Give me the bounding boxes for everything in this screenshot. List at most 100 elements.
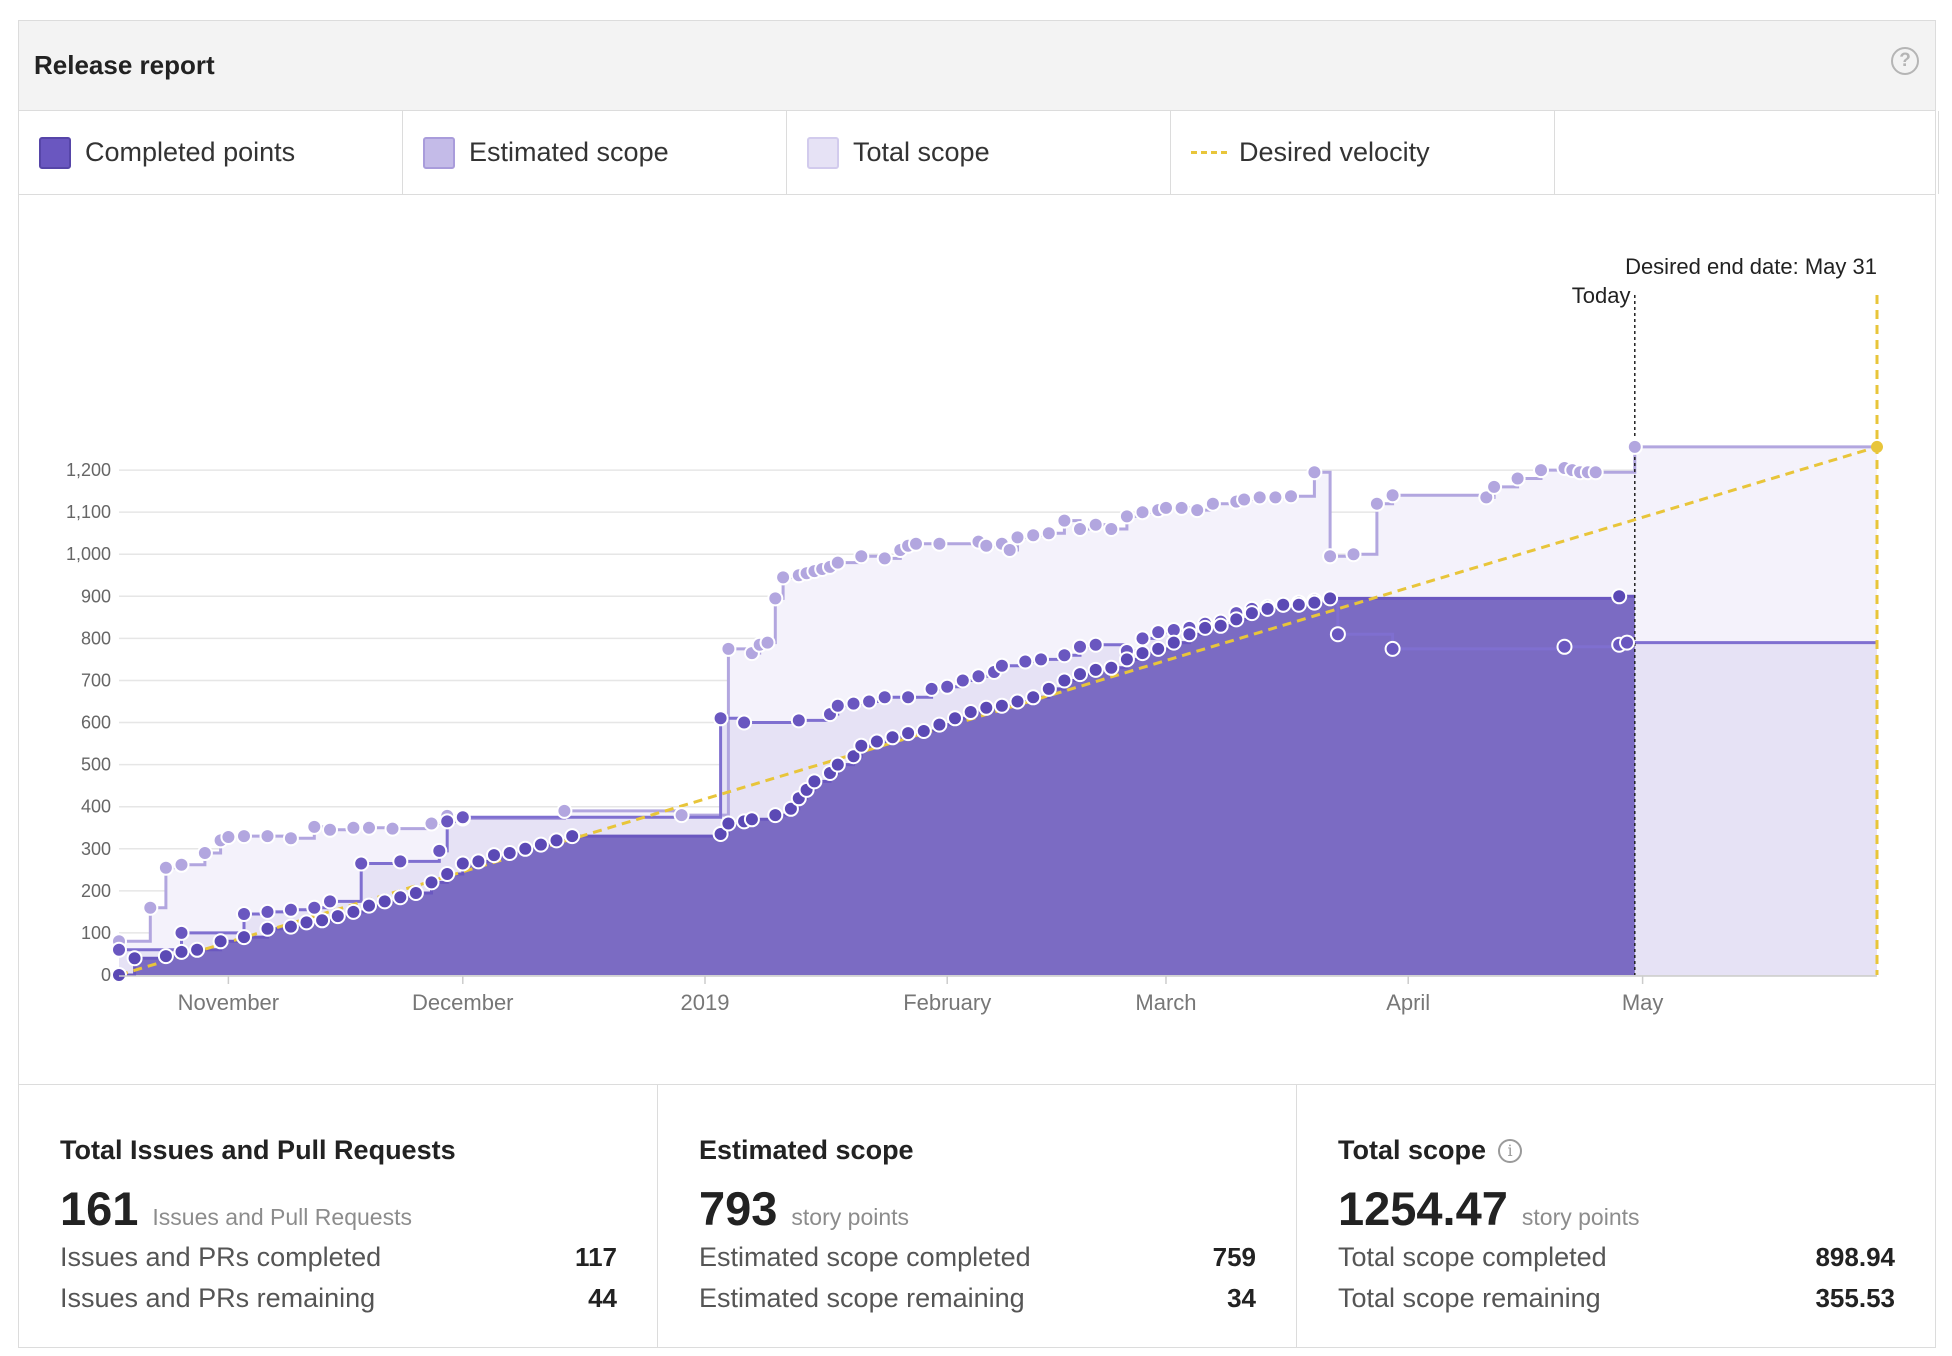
completed-points-point [1290,596,1307,613]
completed-points-point [298,914,315,931]
estimated-scope-swatch [423,136,455,169]
stat-row-value: 34 [1227,1283,1256,1313]
completed-points-point [376,893,393,910]
desired-velocity-endpoint [1871,440,1883,453]
report-title: Release report [34,50,215,80]
estimated-scope-point [845,695,862,712]
completed-points-point [978,699,995,716]
legend-empty-cell [1555,111,1939,194]
total-scope-point [1587,464,1604,481]
estimated-scope-point [259,903,276,920]
total-scope-point [1087,516,1104,533]
completed-points-point [361,897,377,914]
legend-desired-velocity[interactable]: Desired velocity [1171,111,1555,194]
total-scope-point [1345,546,1362,563]
estimated-scope-point [970,668,987,685]
y-tick-label: 1,200 [66,460,111,480]
total-scope-point [1001,542,1018,558]
legend-total-scope[interactable]: Total scope [787,111,1171,194]
total-scope-point [1251,489,1268,506]
total-scope-point [720,640,737,657]
stat-row: Total scope completed 898.94 [1338,1242,1895,1273]
completed-points-point [517,840,534,857]
legend-completed-points[interactable]: Completed points [19,111,403,194]
total-scope-point [556,802,573,819]
stat-unit: story points [791,1204,910,1230]
estimated-scope-point [790,712,807,729]
completed-points-swatch [39,136,71,169]
total-scope-point [142,899,159,916]
stats-panel: Total Issues and Pull Requests 161 Issue… [19,1085,1935,1347]
completed-points-point [1197,619,1214,636]
total-scope-point [1118,508,1135,525]
completed-points-point [947,710,963,727]
total-scope-point [775,569,792,586]
completed-points-point [189,941,206,958]
total-scope-point [157,859,174,876]
completed-points-point [743,811,760,828]
completed-points-point [501,845,518,861]
stat-summary: 161 Issues and Pull Requests [60,1181,412,1236]
completed-points-point [392,889,409,906]
estimated-scope-point [454,809,471,826]
total-scope-point [767,590,784,607]
estimated-scope-point [282,901,299,918]
total-scope-point [173,856,190,873]
estimated-scope-point [829,697,846,714]
total-scope-point [876,550,893,567]
completed-points-point [1072,666,1088,683]
total-scope-point [1204,495,1221,512]
y-tick-label: 1,000 [66,544,111,564]
completed-points-area [119,596,1635,975]
completed-points-point [282,918,299,935]
completed-points-point [1243,605,1260,622]
estimated-scope-point [1619,634,1635,651]
completed-points-point [829,756,846,773]
stat-summary: 793 story points [699,1181,909,1236]
y-tick-label: 1,100 [66,502,111,522]
estimated-scope-point [1056,647,1073,664]
completed-points-point [900,725,917,742]
total-scope-point [1009,529,1026,546]
estimated-scope-point [736,714,753,731]
completed-points-point [1275,596,1292,613]
completed-points-point [236,929,252,946]
total-scope-point [322,821,338,838]
stat-row: Estimated scope remaining 34 [699,1283,1256,1314]
estimated-scope-point [712,710,729,727]
completed-points-point [259,920,276,937]
stat-heading: Total scope [1338,1135,1487,1165]
completed-points-point [470,853,487,870]
total-scope-point [673,807,690,824]
stat-row: Estimated scope completed 759 [699,1242,1256,1273]
report-header: Release report ? [19,21,1935,111]
stat-row-value: 898.94 [1815,1242,1895,1272]
stat-row: Issues and PRs remaining 44 [60,1283,617,1314]
x-tick-label: November [178,990,279,1015]
estimated-scope-point [431,842,448,859]
estimated-scope-point [1072,638,1088,655]
estimated-scope-point [1150,624,1167,641]
legend-estimated-scope[interactable]: Estimated scope [403,111,787,194]
total-scope-point [1134,504,1151,521]
info-circle-icon[interactable]: i [1498,1138,1523,1163]
completed-points-point [1212,617,1229,634]
completed-points-point [1611,588,1628,605]
stat-heading: Total Issues and Pull Requests [60,1135,456,1165]
total-scope-point [1025,527,1042,544]
estimated-scope-point [939,678,956,695]
completed-points-point [993,697,1010,714]
legend-label: Total scope [853,137,990,167]
stat-row: Issues and PRs completed 117 [60,1242,617,1273]
legend-label: Completed points [85,137,296,167]
estimated-scope-point [111,941,127,958]
completed-points-point [439,866,456,882]
total-scope-point [1103,521,1120,537]
x-tick-label: February [903,990,991,1015]
x-tick-label: May [1622,990,1664,1015]
total-scope-point [361,819,377,836]
estimated-scope-point [1087,636,1104,653]
y-tick-label: 800 [81,628,111,648]
question-circle-icon[interactable]: ? [1891,47,1919,75]
stat-row-label: Total scope remaining [1338,1283,1601,1313]
